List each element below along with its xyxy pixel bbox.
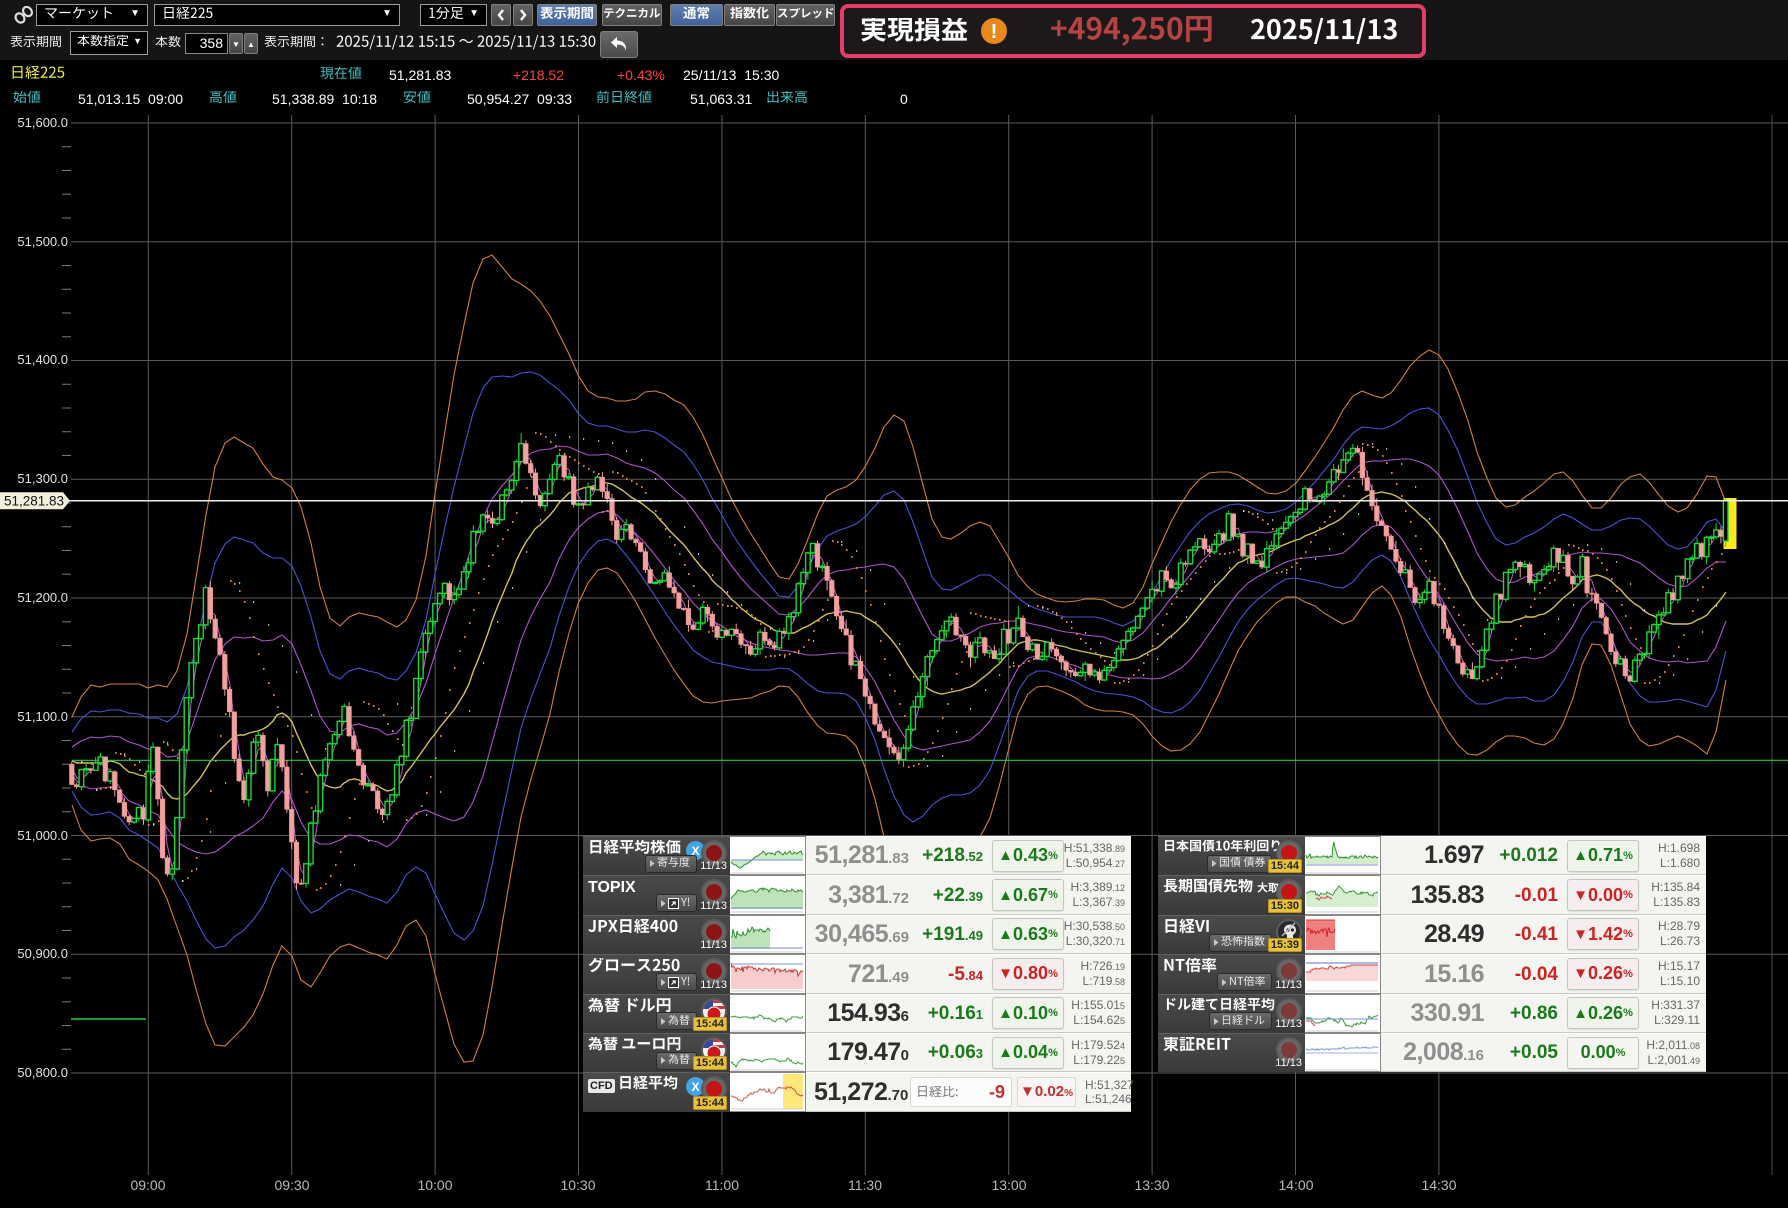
svg-text:13:30: 13:30 (1134, 1177, 1169, 1193)
svg-text:11:30: 11:30 (848, 1177, 882, 1193)
svg-text:51,600.0: 51,600.0 (17, 115, 68, 130)
svg-text:09:00: 09:00 (130, 1177, 165, 1193)
svg-text:51,300.0: 51,300.0 (17, 471, 68, 486)
svg-text:14:00: 14:00 (1278, 1177, 1313, 1193)
svg-text:10:00: 10:00 (417, 1177, 452, 1193)
svg-text:51,281.83: 51,281.83 (4, 493, 64, 508)
svg-text:51,200.0: 51,200.0 (17, 590, 68, 605)
svg-text:X: X (691, 1080, 699, 1094)
svg-text:09:30: 09:30 (274, 1177, 309, 1193)
svg-text:51,400.0: 51,400.0 (17, 352, 68, 367)
svg-text:51,000.0: 51,000.0 (17, 828, 68, 843)
svg-text:50,900.0: 50,900.0 (17, 946, 68, 961)
svg-text:11:00: 11:00 (705, 1177, 739, 1193)
svg-text:!: ! (991, 21, 998, 43)
svg-text:51,500.0: 51,500.0 (17, 234, 68, 249)
svg-text:50,800.0: 50,800.0 (17, 1065, 68, 1080)
svg-text:14:30: 14:30 (1421, 1177, 1456, 1193)
svg-text:X: X (691, 844, 699, 858)
svg-text:51,100.0: 51,100.0 (17, 709, 68, 724)
svg-text:10:30: 10:30 (560, 1177, 595, 1193)
svg-text:13:00: 13:00 (991, 1177, 1026, 1193)
